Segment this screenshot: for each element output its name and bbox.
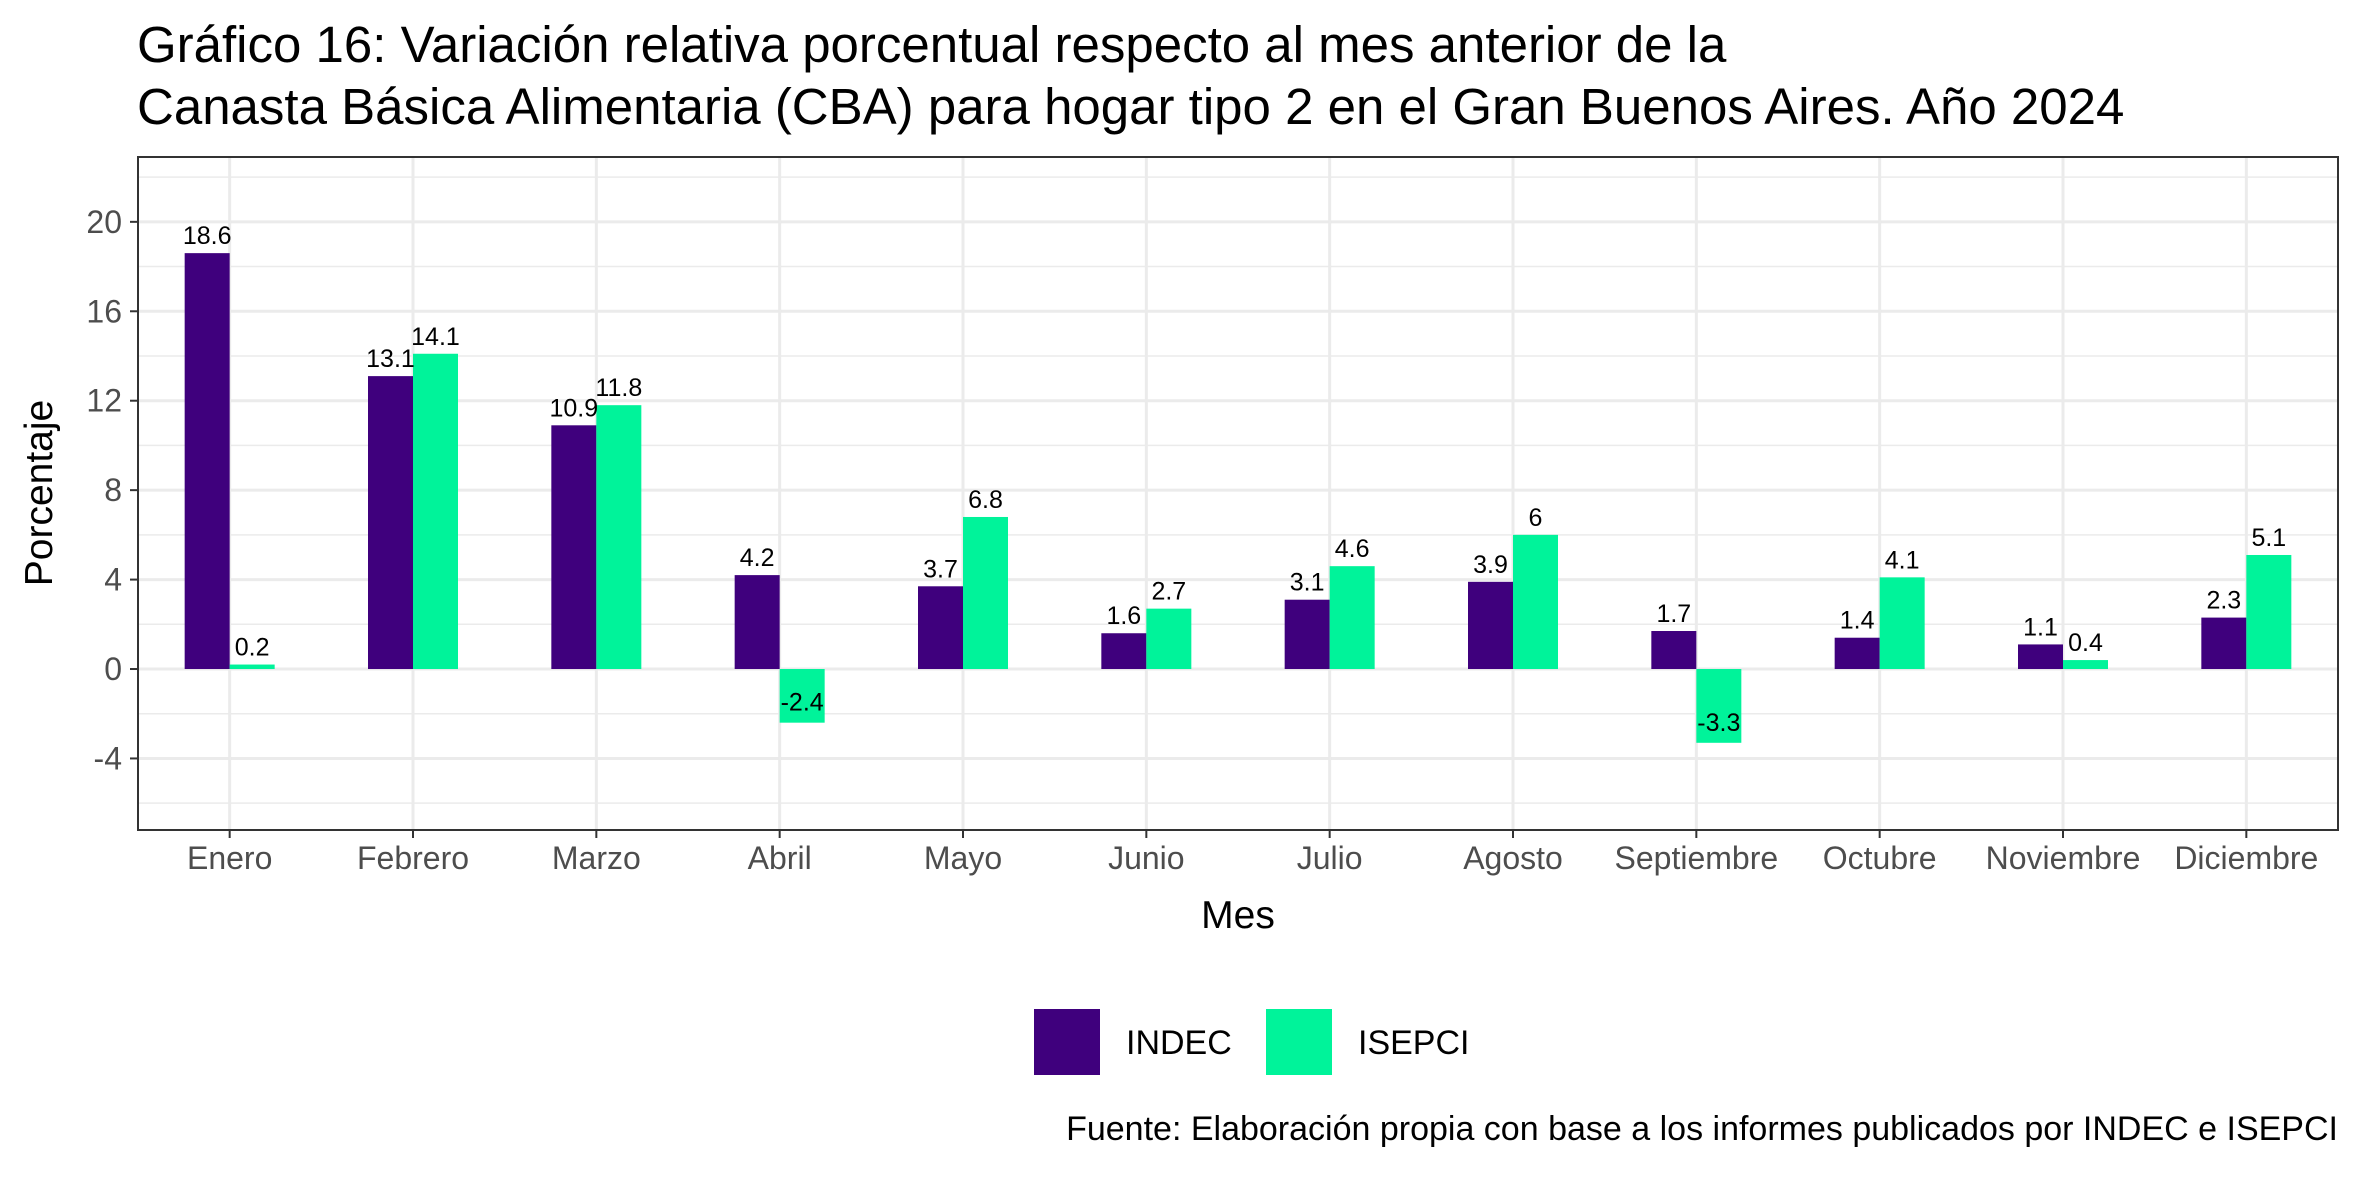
chart-title: Gráfico 16: Variación relativa porcentua…	[137, 14, 2337, 138]
data-label-indec: 2.3	[2206, 587, 2241, 615]
data-label-indec: 3.7	[923, 555, 958, 583]
data-label-indec: 13.1	[366, 345, 415, 373]
x-tick-label: Septiembre	[1615, 840, 1779, 876]
data-label-indec: 4.2	[740, 544, 775, 572]
bar-isepci	[1879, 577, 1925, 670]
y-axis-title: Porcentaje	[18, 400, 61, 586]
data-label-isepci: 2.7	[1151, 578, 1186, 606]
x-tick-label: Noviembre	[1986, 840, 2141, 876]
data-label-isepci: -2.4	[781, 689, 824, 717]
y-tick-label: 4	[104, 562, 122, 598]
panel-border	[137, 156, 2339, 831]
data-label-isepci: 0.2	[235, 634, 270, 662]
data-label-indec: 1.6	[1106, 602, 1141, 630]
data-label-indec: 3.9	[1473, 551, 1508, 579]
data-label-isepci: 6.8	[968, 486, 1003, 514]
x-tick-label: Mayo	[924, 840, 1002, 876]
bar-isepci	[1513, 534, 1558, 670]
data-label-indec: 3.1	[1290, 569, 1325, 597]
y-tick-label: 16	[86, 293, 122, 329]
legend-key-indec	[1034, 1009, 1100, 1075]
bar-isepci	[413, 353, 458, 670]
data-label-isepci: 4.1	[1885, 546, 1920, 574]
chart-caption: Fuente: Elaboración propia con base a lo…	[1066, 1110, 2338, 1148]
x-tick-label: Agosto	[1463, 840, 1563, 876]
bar-indec	[1284, 599, 1330, 670]
data-label-isepci: -3.3	[1697, 709, 1740, 737]
x-tick-label: Abril	[748, 840, 812, 876]
y-tick-label: 0	[104, 651, 122, 687]
bar-indec	[1834, 637, 1880, 670]
legend-label-indec: INDEC	[1126, 1024, 1232, 1062]
x-tick-label: Octubre	[1823, 840, 1937, 876]
legend-label-isepci: ISEPCI	[1358, 1024, 1469, 1062]
x-axis-title: Mes	[1201, 894, 1275, 937]
x-tick-label: Julio	[1297, 840, 1363, 876]
bar-isepci	[596, 405, 642, 670]
data-label-indec: 10.9	[549, 394, 598, 422]
y-tick-label: 12	[86, 383, 122, 419]
labels-layer: 18.6 13.1 10.9 4.2 3.7 1.6 3.1 3.9 1.7 1.4 1.1 2.3 0…	[183, 222, 2286, 737]
bar-indec	[184, 253, 230, 670]
bar-indec	[1101, 633, 1147, 670]
bar-isepci	[2063, 660, 2108, 670]
x-tick-label: Febrero	[357, 840, 469, 876]
data-label-isepci: 11.8	[595, 374, 642, 402]
x-tick-label: Junio	[1108, 840, 1185, 876]
bar-isepci	[1696, 669, 1742, 743]
y-tick-label: 20	[86, 204, 122, 240]
bar-indec	[734, 575, 780, 670]
data-label-isepci: 4.6	[1335, 535, 1370, 563]
data-label-indec: 1.4	[1840, 607, 1875, 635]
plot-background	[138, 157, 2338, 830]
bars-layer	[184, 253, 2292, 743]
bar-indec	[1468, 581, 1513, 670]
bar-indec	[2018, 644, 2063, 670]
bar-indec	[2201, 617, 2247, 670]
bar-indec	[551, 425, 597, 670]
bar-isepci	[963, 516, 1008, 670]
chart-title-line-1: Gráfico 16: Variación relativa porcentua…	[137, 16, 1727, 73]
bar-isepci	[1146, 608, 1192, 670]
data-label-isepci: 0.4	[2068, 629, 2103, 657]
bar-indec	[368, 376, 413, 670]
x-tick-label: Diciembre	[2174, 840, 2318, 876]
data-label-isepci: 14.1	[411, 323, 460, 351]
x-tick-label: Enero	[187, 840, 272, 876]
data-label-isepci: 5.1	[2251, 524, 2286, 552]
y-tick-label: 8	[104, 472, 122, 508]
bar-isepci	[779, 669, 825, 723]
grid-layer	[138, 157, 2338, 830]
data-label-indec: 18.6	[183, 222, 232, 250]
bar-isepci	[1329, 566, 1375, 670]
data-label-isepci: 6	[1529, 504, 1543, 532]
bar-indec	[1651, 631, 1697, 670]
axes-layer: -4 0 4 8 12 16 20 Enero Febrero Marzo Abril Mayo Jun…	[86, 204, 2318, 876]
chart-title-line-2: Canasta Básica Alimentaria (CBA) para ho…	[137, 78, 2125, 135]
legend: INDEC ISEPCI	[1034, 1009, 1469, 1075]
y-tick-label: -4	[94, 740, 122, 776]
bar-indec	[918, 586, 963, 670]
x-tick-label: Marzo	[552, 840, 641, 876]
legend-key-isepci	[1266, 1009, 1332, 1075]
bar-isepci	[229, 664, 275, 670]
bar-isepci	[2246, 554, 2292, 670]
data-label-indec: 1.7	[1656, 600, 1691, 628]
data-label-indec: 1.1	[2023, 613, 2058, 641]
